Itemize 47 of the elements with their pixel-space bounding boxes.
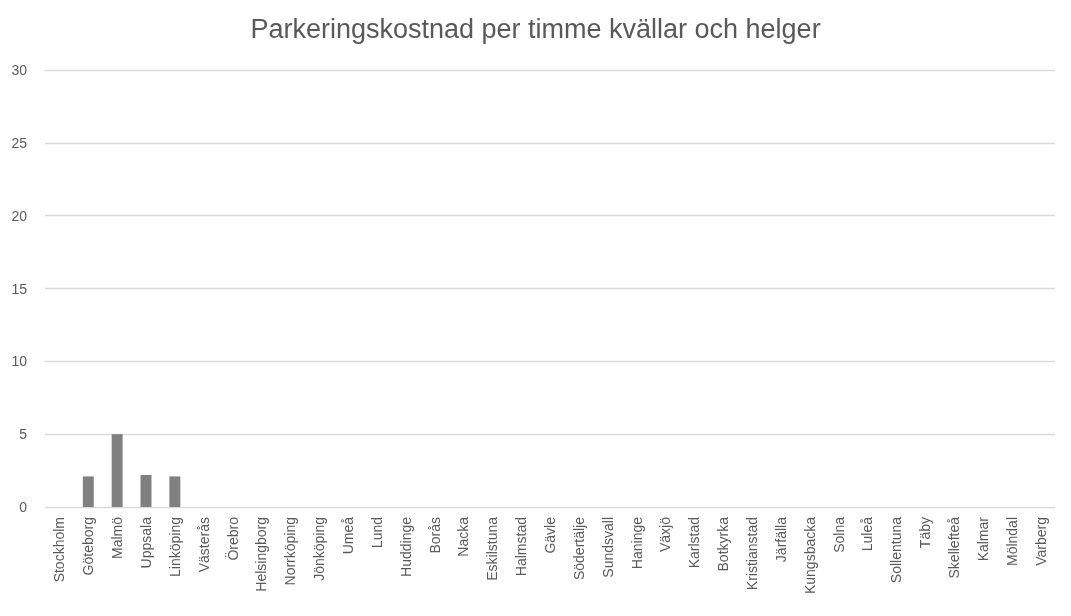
x-tick-label: Kalmar (974, 516, 991, 562)
x-tick-label: Mölndal (1003, 517, 1020, 567)
x-tick-label: Kungsbacka (801, 516, 818, 595)
x-tick-label: Göteborg (80, 517, 97, 576)
x-tick-label: Botkyrka (715, 516, 732, 572)
x-tick-label: Haninge (628, 516, 645, 570)
chart-title: Parkeringskostnad per timme kvällar och helger (250, 13, 821, 44)
y-tick-label: 5 (19, 426, 28, 443)
x-tick-label: Luleå (859, 516, 876, 552)
bar (111, 434, 123, 507)
x-tick-label: Halmstad (513, 517, 530, 577)
x-tick-label: Växjö (657, 516, 674, 553)
x-tick-label: Täby (917, 517, 934, 549)
x-tick-label: Skellefteå (946, 516, 962, 579)
x-tick-label: Örebro (223, 516, 241, 561)
x-tick-label: Umeå (340, 516, 356, 555)
x-tick-label: Stockholm (51, 517, 68, 583)
x-tick-label: Norrköping (282, 517, 299, 586)
x-tick-label: Solna (830, 516, 847, 553)
x-tick-label: Uppsala (138, 516, 154, 569)
x-tick-label: Malmö (109, 516, 126, 560)
y-tick-label: 25 (11, 134, 28, 151)
x-tick-label: Västerås (195, 517, 212, 573)
x-tick-label: Linköping (166, 517, 183, 577)
bar (140, 474, 152, 507)
x-tick-label: Kristianstad (744, 517, 760, 591)
y-tick-label: 20 (11, 207, 28, 224)
x-tick-label: Eskilstuna (484, 516, 501, 581)
x-tick-label: Gävle (542, 516, 558, 554)
x-tick-label: Jönköping (311, 517, 328, 581)
x-tick-label: Huddinge (397, 516, 414, 577)
y-tick-label: 10 (11, 353, 28, 370)
x-tick-label: Nacka (455, 516, 472, 557)
x-tick-label: Sollentuna (888, 516, 905, 584)
x-tick-label: Helsingborg (253, 517, 270, 592)
x-tick-label: Sundsvall (599, 517, 616, 578)
x-tick-label: Karlstad (686, 517, 703, 569)
x-tick-label: Borås (426, 517, 443, 554)
bar (82, 476, 94, 507)
y-tick-label: 0 (19, 499, 28, 515)
x-tick-label: Lund (368, 517, 385, 549)
y-tick-label: 30 (11, 62, 28, 78)
x-tick-label: Varberg (1032, 517, 1049, 566)
bar (169, 476, 181, 507)
x-tick-label: Södertälje (570, 516, 587, 581)
x-tick-label: Järfälla (772, 516, 789, 563)
y-tick-label: 15 (11, 280, 28, 297)
